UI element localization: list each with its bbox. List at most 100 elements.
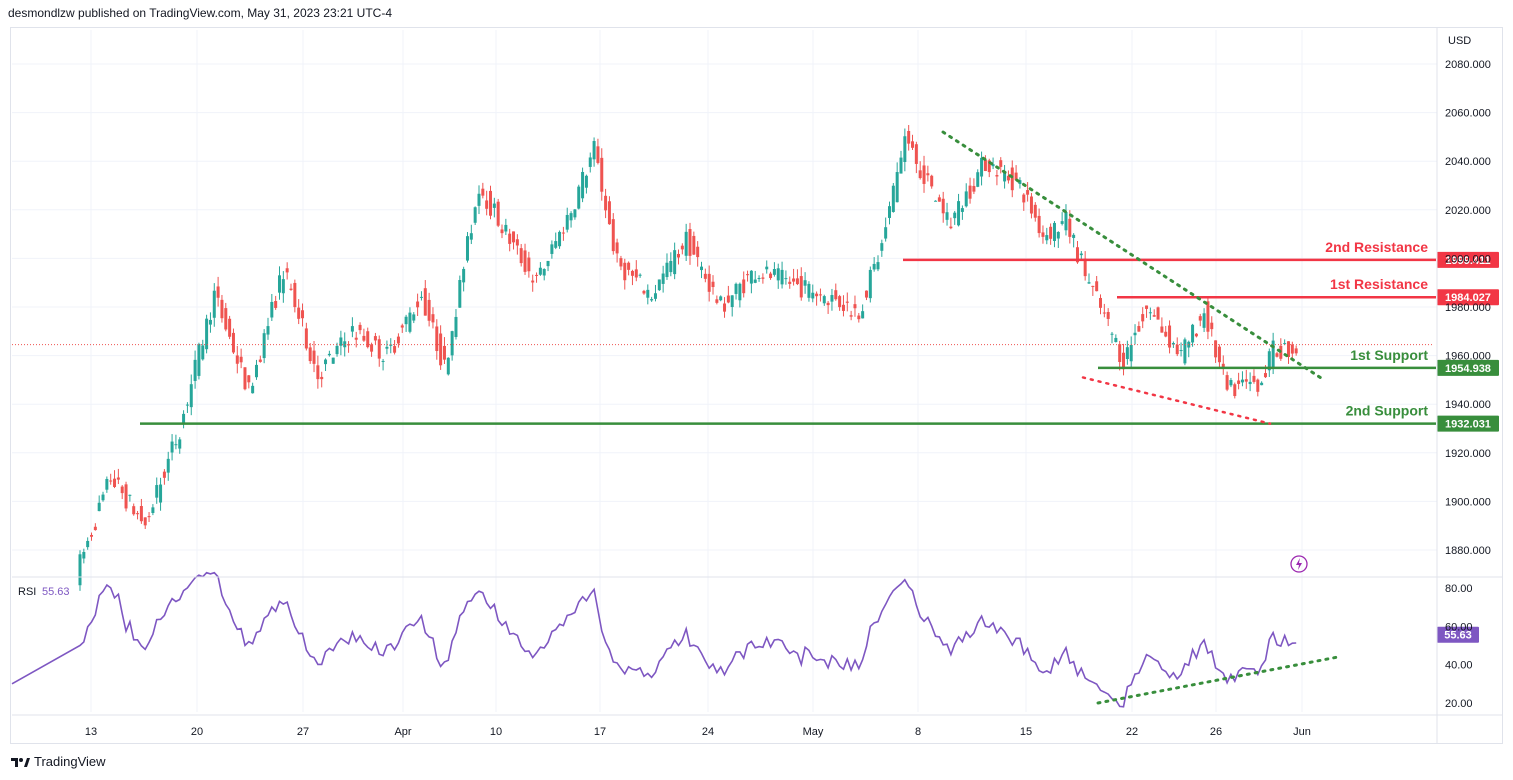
candle-body (623, 262, 627, 281)
candle-body (1225, 375, 1229, 390)
candle-body (723, 303, 727, 312)
candle-body (826, 302, 830, 306)
chart-frame (10, 27, 1503, 744)
candle-body (393, 346, 397, 353)
candle-body (876, 262, 880, 270)
candle-body (1075, 247, 1079, 263)
candle-body (703, 273, 707, 279)
candle-body (592, 141, 596, 160)
candle-body (358, 324, 362, 331)
candle-body (630, 270, 634, 276)
candle-body (1018, 180, 1022, 184)
candle-body (914, 144, 918, 164)
support-level-name: 1st Support (1350, 347, 1428, 363)
candle-body (565, 214, 569, 230)
candle-body (907, 130, 911, 144)
candle-body (899, 157, 903, 174)
candle-body (650, 299, 654, 301)
candle-body (746, 274, 750, 276)
candle-body (1240, 379, 1244, 383)
candle-body (772, 269, 776, 275)
candle-body (132, 506, 136, 515)
candle-body (558, 231, 562, 247)
candles (78, 125, 1298, 591)
candle-body (308, 347, 312, 362)
candle-body (1286, 341, 1290, 357)
candle-body (937, 197, 941, 202)
candle-body (431, 314, 435, 323)
candle-body (1164, 331, 1168, 337)
candle-body (492, 203, 496, 208)
candle-body (109, 480, 113, 482)
candle-body (293, 282, 297, 308)
resistance-price-tag (1437, 289, 1499, 306)
candle-body (1110, 333, 1114, 335)
candle-body (1006, 175, 1010, 181)
candle-body (1271, 340, 1275, 369)
candle-body (400, 325, 404, 328)
support-price-tag (1437, 359, 1499, 376)
candle-body (197, 343, 201, 376)
time-tick-label: 17 (594, 726, 606, 738)
candle-body (795, 278, 799, 285)
rsi-value-tag-label: 55.63 (1444, 630, 1472, 642)
candle-body (884, 227, 888, 239)
rsi-value-label: 55.63 (42, 586, 70, 598)
candle-body (930, 175, 934, 187)
resistance-price-tag-label: 1999.411 (1445, 255, 1490, 267)
candle-body (297, 307, 301, 319)
candle-body (320, 376, 324, 380)
candle-body (385, 346, 389, 349)
candle-body (1237, 380, 1241, 384)
candle-body (1102, 312, 1106, 314)
candle-body (734, 283, 738, 294)
candle-body (500, 229, 504, 234)
candle-body (247, 375, 251, 383)
candle-body (838, 296, 842, 308)
candle-body (266, 326, 270, 335)
candle-body (788, 281, 792, 284)
grid (12, 30, 1437, 712)
candle-body (316, 365, 320, 380)
candle-body (1060, 221, 1064, 224)
candle-body (834, 290, 838, 300)
candle-body (531, 280, 535, 283)
candle-body (726, 295, 730, 303)
candle-body (281, 279, 285, 294)
candle-body (216, 286, 220, 298)
candle-body (1248, 381, 1252, 385)
candle-body (120, 486, 124, 494)
candle-body (1290, 344, 1294, 354)
candle-body (688, 229, 692, 256)
candle-body (673, 250, 677, 275)
overlays: 2nd Resistance 1999.411 1st Resistance 1984… (12, 130, 1499, 573)
candle-body (542, 268, 546, 276)
candle-body (918, 170, 922, 179)
candle-body (550, 244, 554, 254)
candle-body (615, 242, 619, 254)
candle-body (757, 277, 761, 279)
candle-body (427, 299, 431, 321)
candle-body (527, 257, 531, 272)
candle-body (926, 173, 930, 176)
candle-body (1217, 346, 1221, 363)
candle-body (439, 333, 443, 366)
price-tick-label: 2080.000 (1445, 59, 1491, 71)
candle-body (707, 273, 711, 292)
candle-body (1137, 326, 1141, 332)
candle-body (1229, 380, 1233, 386)
resistance-price-tag-label: 1984.027 (1445, 292, 1491, 304)
candle-body (1179, 350, 1183, 352)
candle-body (1221, 363, 1225, 369)
candle-body (454, 316, 458, 337)
candle-body (1029, 196, 1033, 214)
candle-body (891, 185, 895, 212)
resistance-level-name: 1st Resistance (1330, 276, 1428, 292)
price-tick-label: 1920.000 (1445, 448, 1491, 460)
rsi-tick-label: 80.00 (1445, 583, 1473, 595)
descending-resistance-trendline (941, 130, 1326, 382)
candle-body (983, 159, 987, 172)
candle-body (845, 301, 849, 303)
candle-body (761, 277, 765, 279)
tradingview-brand[interactable]: TradingView (10, 754, 106, 769)
